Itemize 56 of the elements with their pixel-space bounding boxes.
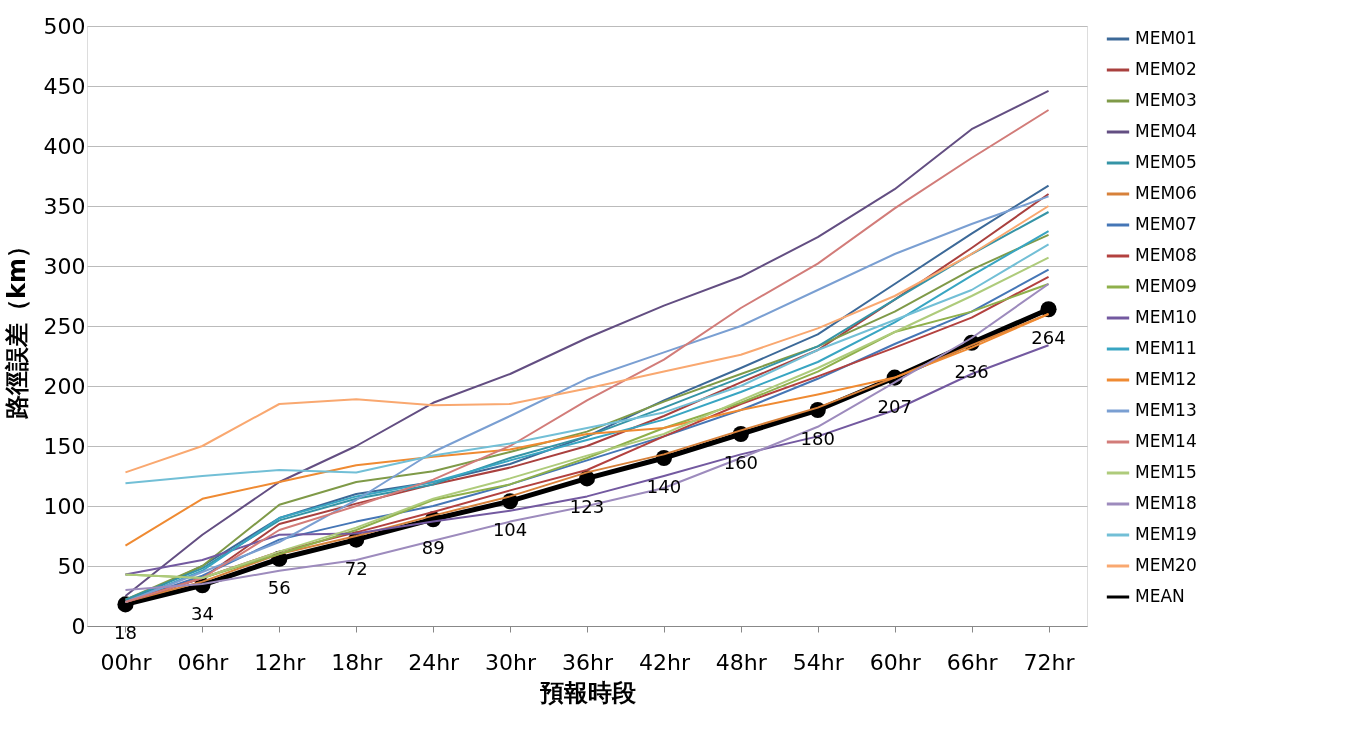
x-tick-label: 18hr — [331, 649, 384, 675]
legend-label: MEM06 — [1135, 183, 1197, 203]
x-tick-label: 24hr — [408, 649, 461, 675]
y-tick-label: 450 — [43, 73, 86, 99]
data-label: 18 — [114, 622, 137, 644]
y-tick-label: 200 — [43, 373, 86, 399]
x-tick-label: 42hr — [638, 649, 691, 675]
x-axis-title: 預報時段 — [538, 678, 637, 707]
x-tick-label: 36hr — [562, 649, 614, 675]
x-tick-label: 48hr — [715, 649, 768, 675]
y-tick-label: 100 — [43, 493, 86, 519]
y-tick-label: 50 — [57, 553, 86, 579]
y-tick-label: 400 — [43, 133, 86, 159]
legend-label: MEM11 — [1135, 338, 1197, 358]
x-tick-label: 72hr — [1023, 649, 1076, 675]
y-tick-label: 350 — [43, 193, 86, 219]
data-label: 123 — [569, 496, 605, 518]
data-label: 89 — [421, 537, 445, 559]
y-tick-label: 150 — [43, 433, 86, 459]
x-tick-label: 54hr — [792, 649, 845, 675]
legend-label: MEM01 — [1135, 28, 1197, 48]
legend-label: MEM12 — [1135, 369, 1197, 389]
legend-label: MEM04 — [1135, 121, 1197, 141]
legend-label: MEM05 — [1135, 152, 1197, 172]
legend-label: MEM20 — [1135, 555, 1197, 575]
legend-label: MEM10 — [1135, 307, 1197, 327]
point — [1040, 301, 1057, 318]
data-label: 140 — [646, 476, 682, 497]
y-axis-title: 路徑誤差（km） — [2, 234, 31, 420]
legend-label: MEM18 — [1135, 493, 1197, 513]
legend-label: MEM14 — [1135, 431, 1197, 451]
legend-label: MEM09 — [1135, 276, 1197, 296]
legend-label: MEM13 — [1135, 400, 1197, 420]
legend-label: MEM07 — [1135, 214, 1197, 234]
legend-label: MEM02 — [1135, 59, 1197, 79]
data-label: 72 — [344, 557, 368, 579]
y-tick-label: 300 — [43, 253, 86, 279]
data-label: 34 — [190, 603, 214, 625]
legend-label: MEM08 — [1135, 245, 1197, 265]
y-tick-label: 500 — [43, 13, 86, 39]
data-label: 56 — [267, 576, 291, 598]
legend-label: MEM19 — [1135, 524, 1197, 544]
x-tick-label: 30hr — [485, 649, 538, 675]
x-tick-label: 00hr — [100, 649, 153, 675]
x-tick-label: 66hr — [946, 649, 999, 675]
x-tick-label: 60hr — [869, 649, 922, 675]
y-tick-label: 0 — [71, 613, 86, 639]
y-tick-label: 250 — [43, 313, 86, 339]
x-tick-label: 12hr — [254, 649, 307, 675]
data-label: 264 — [1031, 327, 1066, 349]
data-label: 104 — [492, 519, 528, 541]
legend-label: MEM15 — [1135, 462, 1197, 482]
legend-label: MEM03 — [1135, 90, 1197, 110]
data-label: 160 — [723, 452, 759, 473]
x-tick-label: 06hr — [177, 649, 230, 675]
legend-label: MEAN — [1135, 586, 1185, 606]
